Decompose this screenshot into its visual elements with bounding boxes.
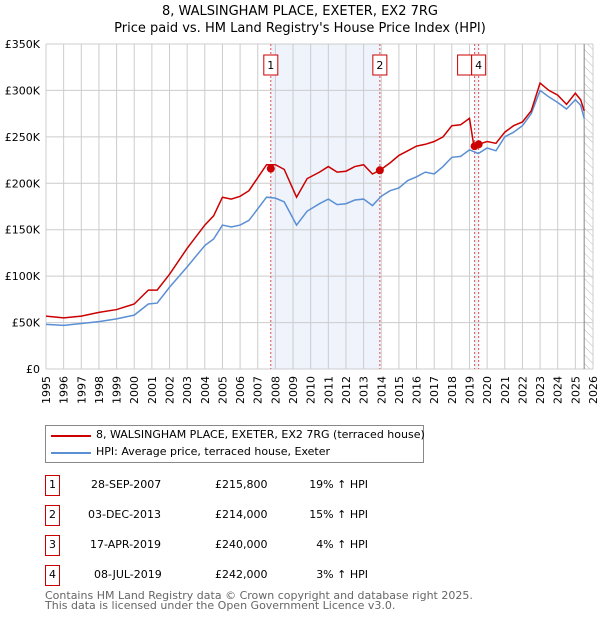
x-tick-label: 2009	[287, 376, 300, 404]
sale-price: £240,000	[215, 538, 268, 551]
y-tick-label: £100K	[5, 270, 41, 283]
x-tick-label: 2013	[358, 376, 371, 404]
x-tick-label: 2008	[269, 376, 282, 404]
sale-date: 17-APR-2019	[90, 538, 162, 551]
x-tick-label: 1996	[58, 376, 71, 404]
x-tick-label: 2003	[181, 376, 194, 404]
x-tick-label: 2012	[340, 376, 353, 404]
sale-point	[266, 164, 275, 173]
series-line-property	[45, 81, 585, 319]
x-tick-label: 2019	[463, 376, 476, 404]
x-tick-label: 1995	[40, 376, 53, 404]
x-tick-label: 2000	[128, 376, 141, 404]
sale-price: £215,800	[215, 478, 268, 491]
x-tick-label: 2007	[252, 376, 265, 404]
x-tick-label: 2022	[516, 376, 529, 404]
sale-price: £242,000	[215, 568, 268, 581]
x-tick-label: 2002	[164, 376, 177, 404]
sale-hpi-diff: 3% ↑ HPI	[316, 568, 368, 581]
sale-row: 3 17-APR-2019 £240,000 4% ↑ HPI	[45, 535, 445, 556]
sale-row: 2 03-DEC-2013 £214,000 15% ↑ HPI	[45, 505, 445, 526]
legend-label-hpi: HPI: Average price, terraced house, Exet…	[96, 445, 331, 458]
y-tick-label: £200K	[5, 177, 41, 190]
sale-date: 28-SEP-2007	[91, 478, 162, 491]
x-tick-label: 2011	[322, 376, 335, 404]
x-tick-label: 2014	[375, 376, 388, 404]
x-tick-label: 2010	[305, 376, 318, 404]
x-tick-label: 2018	[446, 376, 459, 404]
sale-date: 03-DEC-2013	[88, 508, 162, 521]
x-tick-label: 2026	[587, 376, 600, 404]
x-tick-label: 2025	[569, 376, 582, 404]
sale-marker-box	[263, 54, 279, 76]
y-tick-label: £50K	[12, 317, 41, 330]
x-tick-label: 2001	[146, 376, 159, 404]
chart-title: 8, WALSINGHAM PLACE, EXETER, EX2 7RG Pric…	[114, 4, 486, 36]
x-tick-label: 1999	[111, 376, 124, 404]
legend-swatch-property	[51, 435, 91, 437]
sale-date: 08-JUL-2019	[94, 568, 162, 581]
sale-point	[474, 140, 483, 149]
x-tick-label: 1998	[93, 376, 106, 404]
x-tick-label: 2005	[216, 376, 229, 404]
y-tick-label: £250K	[5, 131, 41, 144]
sale-row: 1 28-SEP-2007 £215,800 19% ↑ HPI	[45, 475, 445, 496]
sale-hpi-diff: 15% ↑ HPI	[309, 508, 368, 521]
y-tick-label: £350K	[5, 38, 41, 51]
sale-marker-box: 4	[45, 565, 60, 586]
footer-line-1: Contains HM Land Registry data © Crown c…	[45, 589, 473, 602]
y-tick-label: £150K	[5, 224, 41, 237]
x-tick-label: 2004	[199, 376, 212, 404]
sale-marker-box: 2	[45, 505, 60, 526]
x-tick-label: 2016	[411, 376, 424, 404]
sale-marker-box: 3	[45, 535, 60, 556]
shaded-region	[474, 44, 479, 369]
legend-label-property: 8, WALSINGHAM PLACE, EXETER, EX2 7RG (te…	[96, 428, 425, 441]
chart: 1995 1996 1997 1998 1999 2000 2001 2002 2003 2004…	[5, 38, 600, 404]
sale-marker-box	[372, 54, 388, 76]
sale-point	[375, 166, 384, 175]
x-tick-label: 2021	[499, 376, 512, 404]
y-tick-label: £0	[26, 363, 40, 376]
sale-marker-box: 1	[45, 475, 60, 496]
sale-marker-box	[471, 54, 487, 76]
footer-line-2: This data is licensed under the Open Gov…	[45, 599, 396, 612]
x-tick-label: 2020	[481, 376, 494, 404]
series-line-hpi	[45, 89, 585, 327]
sale-row: 4 08-JUL-2019 £242,000 3% ↑ HPI	[45, 565, 445, 586]
sale-marker-label: 2	[376, 59, 383, 72]
x-tick-label: 2017	[428, 376, 441, 404]
sale-hpi-diff: 19% ↑ HPI	[309, 478, 368, 491]
legend: 8, WALSINGHAM PLACE, EXETER, EX2 7RG (te…	[45, 425, 425, 463]
future-hatch	[584, 44, 593, 369]
x-tick-label: 2024	[552, 376, 565, 404]
sale-hpi-diff: 4% ↑ HPI	[316, 538, 368, 551]
x-tick-label: 2023	[534, 376, 547, 404]
sale-marker-label: 1	[267, 59, 274, 72]
y-tick-label: £300K	[5, 84, 41, 97]
x-tick-label: 1997	[75, 376, 88, 404]
sale-marker-label: 4	[475, 59, 482, 72]
sale-marker-box	[457, 54, 473, 76]
sale-price: £214,000	[215, 508, 268, 521]
legend-swatch-hpi	[51, 452, 91, 454]
x-tick-label: 2006	[234, 376, 247, 404]
shaded-region	[270, 44, 380, 369]
x-tick-label: 2015	[393, 376, 406, 404]
